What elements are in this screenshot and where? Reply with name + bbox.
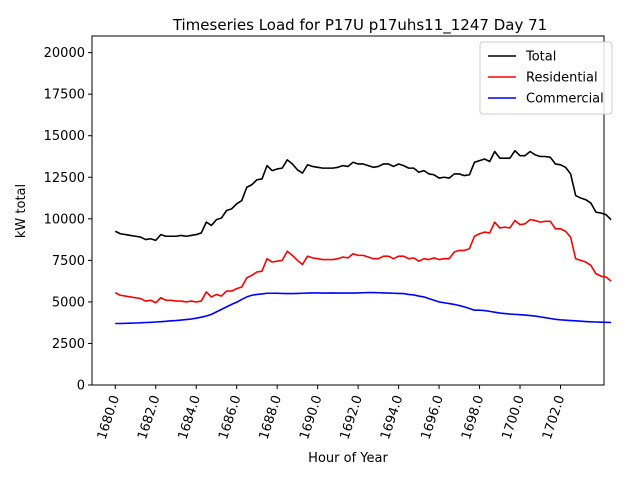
x-tick-label: 1698.0: [459, 394, 487, 442]
x-tick-label: 1702.0: [540, 394, 568, 442]
x-tick-label: 1700.0: [499, 394, 527, 442]
series-line-residential: [114, 218, 612, 304]
series-lines: [114, 149, 612, 325]
y-tick-label: 20000: [44, 46, 85, 61]
x-tick-label: 1694.0: [378, 394, 406, 442]
x-tick-label: 1692.0: [338, 394, 366, 442]
y-tick-label: 7500: [52, 254, 85, 269]
x-tick-label: 1688.0: [257, 394, 285, 442]
x-tick-label: 1686.0: [216, 394, 244, 442]
x-axis-ticks: 1680.0 1682.0 1684.0 1686.0 1688.0 1690.0 1692…: [95, 385, 568, 442]
y-axis-label: kW total: [14, 184, 29, 238]
y-tick-label: 5000: [52, 295, 85, 310]
y-tick-label: 10000: [44, 212, 85, 227]
x-axis-label: Hour of Year: [308, 451, 388, 466]
x-tick-label: 1680.0: [95, 394, 123, 442]
y-tick-label: 17500: [44, 88, 85, 103]
y-tick-label: 15000: [44, 129, 85, 144]
y-tick-label: 12500: [44, 171, 85, 186]
legend-frame: [479, 41, 613, 115]
y-tick-label: 0: [77, 379, 85, 394]
x-tick-label: 1682.0: [135, 394, 163, 442]
legend: Total Residential Commercial: [479, 41, 613, 115]
legend-label-total: Total: [525, 50, 556, 65]
x-tick-label: 1684.0: [176, 394, 204, 442]
chart-title: Timeseries Load for P17U p17uhs11_1247 D…: [172, 16, 547, 35]
x-tick-label: 1690.0: [297, 394, 325, 442]
series-line-commercial: [115, 291, 612, 325]
legend-label-residential: Residential: [526, 71, 598, 86]
series-line-total: [114, 149, 612, 242]
y-axis-ticks: 0 2500 5000 7500 10000 12500 15000 17500 20000: [44, 46, 92, 394]
x-tick-label: 1696.0: [419, 394, 447, 442]
y-tick-label: 2500: [52, 337, 85, 352]
legend-label-commercial: Commercial: [526, 92, 604, 107]
plot-area-frame: [91, 35, 605, 386]
